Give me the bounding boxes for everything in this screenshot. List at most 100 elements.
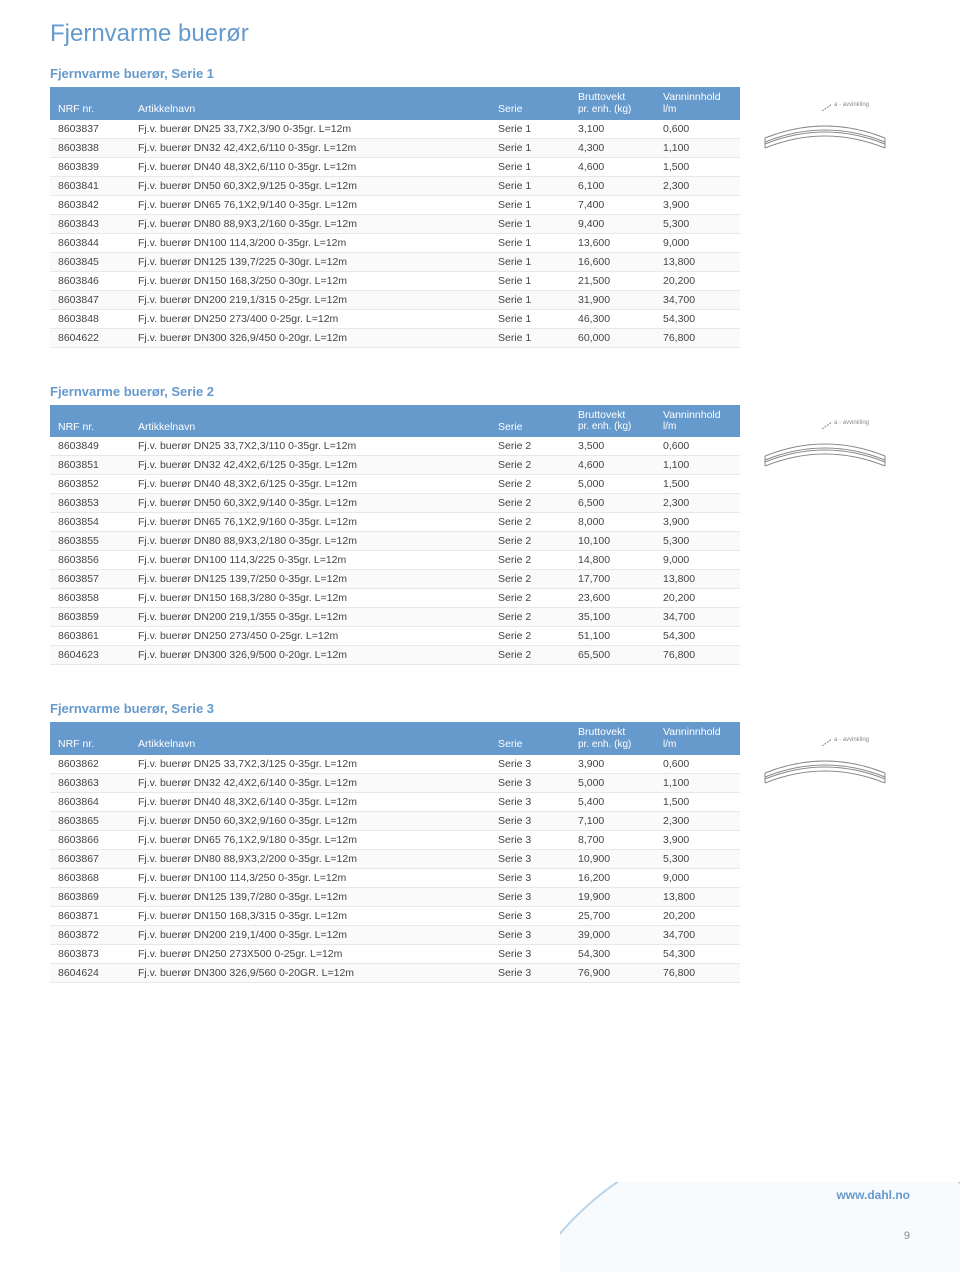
table-cell: 8603853 — [50, 494, 130, 513]
table-cell: 8603854 — [50, 513, 130, 532]
table-cell: Fj.v. buerør DN300 326,9/450 0-20gr. L=1… — [130, 328, 490, 347]
table-cell: 4,600 — [570, 157, 655, 176]
table-cell: 8603861 — [50, 627, 130, 646]
table-cell: Serie 2 — [490, 456, 570, 475]
table-cell: 8603857 — [50, 570, 130, 589]
table-cell: Serie 3 — [490, 887, 570, 906]
table-cell: 8603838 — [50, 138, 130, 157]
table-cell: Fj.v. buerør DN80 88,9X3,2/200 0-35gr. L… — [130, 849, 490, 868]
table-cell: Serie 3 — [490, 811, 570, 830]
table-cell: Serie 1 — [490, 252, 570, 271]
table-cell: Serie 2 — [490, 532, 570, 551]
table-cell: Serie 3 — [490, 906, 570, 925]
table-cell: Fj.v. buerør DN65 76,1X2,9/160 0-35gr. L… — [130, 513, 490, 532]
table-cell: 3,900 — [655, 830, 740, 849]
table-cell: Fj.v. buerør DN200 219,1/315 0-25gr. L=1… — [130, 290, 490, 309]
column-header: Serie — [490, 722, 570, 755]
table-cell: 8603852 — [50, 475, 130, 494]
table-row: 8603842Fj.v. buerør DN65 76,1X2,9/140 0-… — [50, 195, 740, 214]
column-header: Vanninnholdl/m — [655, 722, 740, 755]
table-cell: Fj.v. buerør DN150 168,3/315 0-35gr. L=1… — [130, 906, 490, 925]
table-row: 8603854Fj.v. buerør DN65 76,1X2,9/160 0-… — [50, 513, 740, 532]
table-cell: 25,700 — [570, 906, 655, 925]
table-cell: Serie 2 — [490, 646, 570, 665]
table-cell: 8603864 — [50, 792, 130, 811]
table-cell: 5,300 — [655, 849, 740, 868]
svg-text:a - avvinkling: a - avvinkling — [834, 420, 869, 426]
table-cell: Serie 1 — [490, 120, 570, 139]
table-cell: 13,800 — [655, 570, 740, 589]
table-cell: 34,700 — [655, 608, 740, 627]
footer-link[interactable]: www.dahl.no — [836, 1188, 910, 1202]
column-header: NRF nr. — [50, 722, 130, 755]
table-cell: 8603866 — [50, 830, 130, 849]
table-row: 8603845Fj.v. buerør DN125 139,7/225 0-30… — [50, 252, 740, 271]
table-cell: 21,500 — [570, 271, 655, 290]
table-row: 8604622Fj.v. buerør DN300 326,9/450 0-20… — [50, 328, 740, 347]
table-cell: Fj.v. buerør DN40 48,3X2,6/140 0-35gr. L… — [130, 792, 490, 811]
table-cell: 8603844 — [50, 233, 130, 252]
table-row: 8603856Fj.v. buerør DN100 114,3/225 0-35… — [50, 551, 740, 570]
column-header: Artikkelnavn — [130, 87, 490, 120]
bend-pipe-diagram: a - avvinkling — [760, 96, 890, 156]
table-cell: 8604624 — [50, 963, 130, 982]
table-cell: 7,100 — [570, 811, 655, 830]
table-cell: Serie 2 — [490, 551, 570, 570]
table-row: 8603861Fj.v. buerør DN250 273/450 0-25gr… — [50, 627, 740, 646]
table-cell: 8603837 — [50, 120, 130, 139]
table-cell: 8603856 — [50, 551, 130, 570]
table-cell: Serie 2 — [490, 608, 570, 627]
table-cell: 7,400 — [570, 195, 655, 214]
table-row: 8603846Fj.v. buerør DN150 168,3/250 0-30… — [50, 271, 740, 290]
table-cell: Fj.v. buerør DN125 139,7/225 0-30gr. L=1… — [130, 252, 490, 271]
table-cell: 54,300 — [655, 627, 740, 646]
table-cell: 4,600 — [570, 456, 655, 475]
table-cell: Fj.v. buerør DN32 42,4X2,6/125 0-35gr. L… — [130, 456, 490, 475]
table-cell: 20,200 — [655, 589, 740, 608]
table-row: 8603873Fj.v. buerør DN250 273X500 0-25gr… — [50, 944, 740, 963]
table-cell: Fj.v. buerør DN100 114,3/200 0-35gr. L=1… — [130, 233, 490, 252]
table-cell: 8603862 — [50, 755, 130, 774]
table-cell: 8603847 — [50, 290, 130, 309]
column-header: Vanninnholdl/m — [655, 405, 740, 438]
table-cell: Fj.v. buerør DN25 33,7X2,3/110 0-35gr. L… — [130, 437, 490, 456]
table-row: 8603867Fj.v. buerør DN80 88,9X3,2/200 0-… — [50, 849, 740, 868]
table-cell: Fj.v. buerør DN200 219,1/355 0-35gr. L=1… — [130, 608, 490, 627]
table-cell: Serie 3 — [490, 849, 570, 868]
column-header: NRF nr. — [50, 87, 130, 120]
table-cell: Fj.v. buerør DN50 60,3X2,9/140 0-35gr. L… — [130, 494, 490, 513]
table-row: 8603844Fj.v. buerør DN100 114,3/200 0-35… — [50, 233, 740, 252]
table-row: 8603866Fj.v. buerør DN65 76,1X2,9/180 0-… — [50, 830, 740, 849]
table-cell: Fj.v. buerør DN125 139,7/280 0-35gr. L=1… — [130, 887, 490, 906]
table-cell: 6,500 — [570, 494, 655, 513]
table-cell: Serie 1 — [490, 138, 570, 157]
table-cell: 76,800 — [655, 963, 740, 982]
table-row: 8604624Fj.v. buerør DN300 326,9/560 0-20… — [50, 963, 740, 982]
column-header: Serie — [490, 405, 570, 438]
table-row: 8603839Fj.v. buerør DN40 48,3X2,6/110 0-… — [50, 157, 740, 176]
table-cell: Fj.v. buerør DN250 273X500 0-25gr. L=12m — [130, 944, 490, 963]
table-cell: Serie 1 — [490, 233, 570, 252]
table-cell: 1,100 — [655, 456, 740, 475]
table-row: 8603852Fj.v. buerør DN40 48,3X2,6/125 0-… — [50, 475, 740, 494]
table-cell: Fj.v. buerør DN80 88,9X3,2/180 0-35gr. L… — [130, 532, 490, 551]
table-cell: Serie 2 — [490, 513, 570, 532]
table-row: 8603853Fj.v. buerør DN50 60,3X2,9/140 0-… — [50, 494, 740, 513]
table-cell: 19,900 — [570, 887, 655, 906]
column-header: Bruttovektpr. enh. (kg) — [570, 405, 655, 438]
table-section: Fjernvarme buerør, Serie 1NRF nr.Artikke… — [50, 66, 910, 354]
table-cell: 8603855 — [50, 532, 130, 551]
table-cell: 9,000 — [655, 233, 740, 252]
table-row: 8603872Fj.v. buerør DN200 219,1/400 0-35… — [50, 925, 740, 944]
table-cell: 8604622 — [50, 328, 130, 347]
table-cell: 3,900 — [570, 755, 655, 774]
table-cell: 8603841 — [50, 176, 130, 195]
table-cell: 20,200 — [655, 906, 740, 925]
table-cell: 9,000 — [655, 868, 740, 887]
table-cell: 17,700 — [570, 570, 655, 589]
table-row: 8603862Fj.v. buerør DN25 33,7X2,3/125 0-… — [50, 755, 740, 774]
table-cell: Serie 3 — [490, 792, 570, 811]
column-header: NRF nr. — [50, 405, 130, 438]
table-cell: 3,900 — [655, 513, 740, 532]
table-cell: 0,600 — [655, 755, 740, 774]
